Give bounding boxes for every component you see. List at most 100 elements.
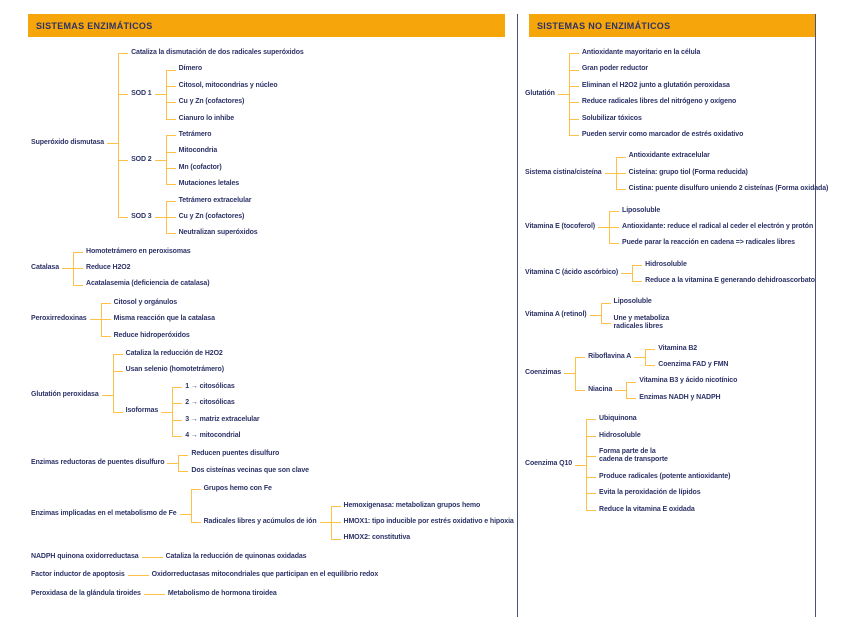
map-branch-slot: Hidrosoluble [586, 427, 733, 445]
node-label: Antioxidante: reduce el radical al ceder… [622, 222, 814, 230]
map-branch: 2 → citosólicas [182, 395, 262, 411]
node-children: Hidrosoluble Reduce a la vitamina E gener… [621, 257, 818, 290]
node-label: Superóxido dismutasa [31, 139, 105, 147]
map-branch: Cu y Zn (cofactores) [176, 209, 261, 225]
map-branch: Coenzima FAD y FMN [655, 357, 731, 373]
node-label: Citosol, mitocondrias y núcleo [178, 81, 278, 89]
map-branch: Grupos hemo con Fe [201, 481, 517, 497]
node-label: Mitocondria [178, 147, 218, 155]
node-label: Liposoluble [622, 206, 661, 214]
map-branch: Coenzimas Riboflavina A Vitamina B2 Coenzim… [522, 341, 822, 407]
map-branch: Misma reacción que la catalasa [111, 311, 218, 327]
map-branch-slot: Misma reacción que la catalasa [100, 311, 218, 329]
node-label: Reduce hidroperóxidos [113, 331, 190, 339]
map-branch: Une y metaboliza radicales libres [611, 311, 689, 336]
enzymatic-tree: Superóxido dismutasa Cataliza la dismutac… [28, 45, 517, 602]
map-branch: Niacina Vitamina B3 y ácido nicotínico Enz… [585, 373, 740, 406]
map-branch-slot: Acatalasemia (deficiencia de catalasa) [73, 276, 212, 292]
node-label: Glutatión [525, 89, 555, 97]
node-children: Antioxidante mayoritario en la célula Gra… [557, 45, 746, 143]
map-branch: Cataliza la reducción de quinonas oxidad… [163, 549, 310, 565]
node-label: Niacina [588, 385, 613, 393]
node-label: Grupos hemo con Fe [203, 485, 272, 493]
right-column-border [815, 14, 816, 617]
map-branch-slot: SOD 2 Tetrámero Mitocondria Mn (cofactor) Mu… [118, 126, 307, 193]
node-children: Oxidorreductasas mitocondriales que part… [127, 567, 382, 583]
map-branch-slot: Coenzima FAD y FMN [645, 357, 731, 373]
node-label: 1 → citosólicas [185, 382, 235, 390]
node-label: NADPH quinona oxidorreductasa [31, 552, 139, 560]
map-branch-slot: Liposoluble [609, 203, 816, 220]
node-label: Metabolismo de hormona tiroidea [167, 589, 277, 597]
node-label: 4 → mitocondrial [185, 431, 241, 439]
map-branch-slot: Reduce hidroperóxidos [100, 327, 218, 344]
map-branch-slot: Radicales libres y acúmulos de ión Hemoxi… [190, 497, 517, 547]
map-branch-slot: Mn (cofactor) [165, 159, 242, 177]
map-branch-slot: Enzimas NADH y NADPH [626, 389, 740, 406]
map-branch-slot: Cianuro lo inhibe [165, 110, 281, 127]
map-branch: Enzimas reductoras de puentes disulfuro R… [28, 446, 517, 479]
node-label: Cataliza la reducción de quinonas oxidad… [165, 552, 307, 560]
map-branch-slot: Metabolismo de hormona tiroidea [154, 586, 280, 602]
node-label: Enzimas reductoras de puentes disulfuro [31, 458, 165, 466]
map-branch: Metabolismo de hormona tiroidea [165, 586, 280, 602]
node-label: Cu y Zn (cofactores) [178, 212, 245, 220]
map-branch-slot: Cataliza la reducción de H2O2 [112, 346, 263, 363]
map-branch: Antioxidante: reduce el radical al ceder… [619, 219, 816, 235]
node-label: Enzimas implicadas en el metabolismo de … [31, 509, 177, 517]
map-branch: Glutatión Antioxidante mayoritario en la … [522, 45, 822, 143]
map-branch: HMOX1: tipo inducible por estrés oxidati… [341, 514, 517, 530]
node-label: Coenzimas [525, 369, 562, 377]
node-label: Ubiquinona [599, 415, 637, 423]
map-branch: Reducen puentes disulfuro [188, 446, 312, 462]
node-label: Vitamina B2 [658, 344, 698, 352]
map-branch: Acatalasemia (deficiencia de catalasa) [83, 276, 212, 292]
node-label: Mn (cofactor) [178, 163, 222, 171]
map-branch-slot: Liposoluble [600, 294, 689, 312]
map-branch-slot: Ubiquinona [586, 411, 733, 428]
map-branch-slot: 3 → matriz extracelular [172, 411, 262, 429]
node-label: Citosol y orgánulos [113, 298, 178, 306]
map-branch-slot: Reduce a la vitamina E generando dehidro… [632, 273, 818, 289]
map-branch: Vitamina B2 [655, 341, 731, 357]
node-label: Enzimas NADH y NADPH [639, 393, 721, 401]
node-label: HMOX2: constitutiva [343, 534, 411, 542]
node-label: Isoformas [125, 407, 159, 415]
map-branch: Reduce hidroperóxidos [111, 328, 218, 344]
map-branch: Hidrosoluble [596, 428, 733, 444]
node-label: Dímero [178, 65, 203, 73]
map-branch-slot: Cisteína: grupo tiol (Forma reducida) [615, 164, 832, 182]
map-branch-slot: Citosol, mitocondrias y núcleo [165, 77, 281, 95]
node-label: Vitamina B3 y ácido nicotínico [639, 377, 738, 385]
map-branch-slot: Antioxidante mayoritario en la célula [568, 45, 746, 62]
node-label: Antioxidante mayoritario en la célula [581, 49, 701, 56]
map-branch: Hemoxigenasa: metabolizan grupos hemo [341, 498, 517, 514]
map-branch-slot: Solubilizar tóxicos [568, 110, 746, 128]
map-branch-slot: Riboflavina A Vitamina B2 Coenzima FAD y F… [575, 341, 740, 374]
map-branch: Cataliza la dismutación de dos radicales… [128, 45, 307, 61]
node-children: Liposoluble Une y metaboliza radicales li… [589, 294, 689, 336]
map-branch: Peroxirredoxinas Citosol y orgánulos Misma… [28, 295, 517, 344]
node-label: Oxidorreductasas mitocondriales que part… [151, 571, 379, 579]
node-children: Grupos hemo con Fe Radicales libres y acú… [179, 481, 517, 547]
node-label: Homotetrámero en peroxisomas [86, 247, 191, 255]
map-branch: Reduce radicales libres del nitrógeno y … [579, 94, 746, 110]
map-branch-slot: Reduce H2O2 [73, 260, 212, 277]
node-label: Misma reacción que la catalasa [113, 315, 215, 323]
map-branch-slot: Citosol y orgánulos [100, 295, 218, 312]
map-branch: Solubilizar tóxicos [579, 111, 746, 127]
map-branch: Vitamina A (retinol) Liposoluble Une y met… [522, 294, 822, 335]
node-label: SOD 3 [131, 212, 152, 220]
non-enzymatic-tree: Glutatión Antioxidante mayoritario en la … [522, 45, 828, 518]
node-label: Peroxirredoxinas [31, 315, 87, 323]
node-label: SOD 2 [131, 155, 152, 163]
node-label: Peroxidasa de la glándula tiroides [31, 589, 141, 597]
map-branch: SOD 3 Tetrámero extracelular Cu y Zn (cofa… [128, 193, 307, 242]
map-branch: Neutralizan superóxidos [176, 225, 261, 241]
node-label: Glutatión peroxidasa [31, 391, 99, 398]
map-branch-slot: Reduce radicales libres del nitrógeno y … [568, 94, 746, 111]
map-branch-slot: Une y metaboliza radicales libres [600, 310, 689, 336]
node-label: Reduce radicales libres del nitrógeno y … [581, 98, 737, 106]
map-branch: Liposoluble [619, 203, 816, 219]
